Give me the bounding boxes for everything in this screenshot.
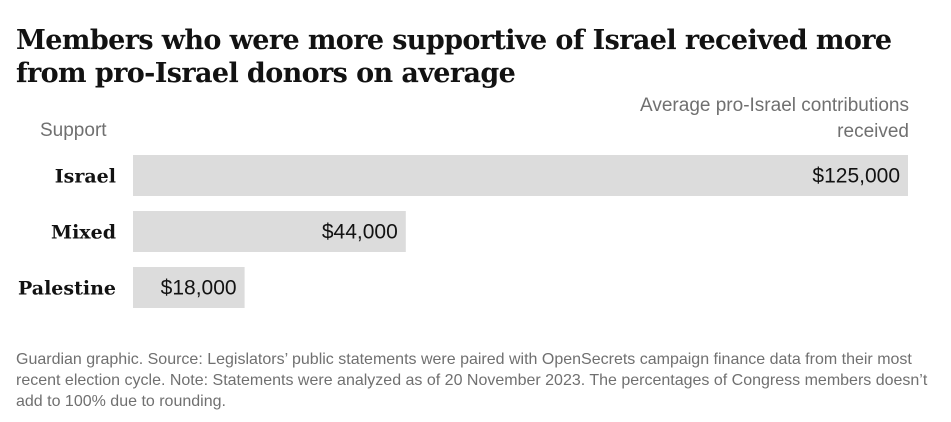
value-label-israel: $125,000 [812,165,900,188]
bar-mixed [133,211,406,252]
bar-chart: Israel $125,000 Mixed $44,000 Palestine $18,0… [18,155,908,308]
value-label-palestine: $18,000 [161,277,237,300]
value-axis-label: Average pro-Israel contributions receive… [640,95,909,142]
category-label-palestine: Palestine [18,278,116,300]
source-note: Guardian graphic. Source: Legislators’ p… [16,351,928,410]
category-label-israel: Israel [55,166,116,188]
value-label-mixed: $44,000 [322,221,398,244]
category-axis-label: Support [40,120,107,141]
bar-palestine [133,267,245,308]
category-label-mixed: Mixed [51,222,116,244]
chart-title: Members who were more supportive of Isra… [16,25,892,89]
bar-israel [133,155,908,196]
